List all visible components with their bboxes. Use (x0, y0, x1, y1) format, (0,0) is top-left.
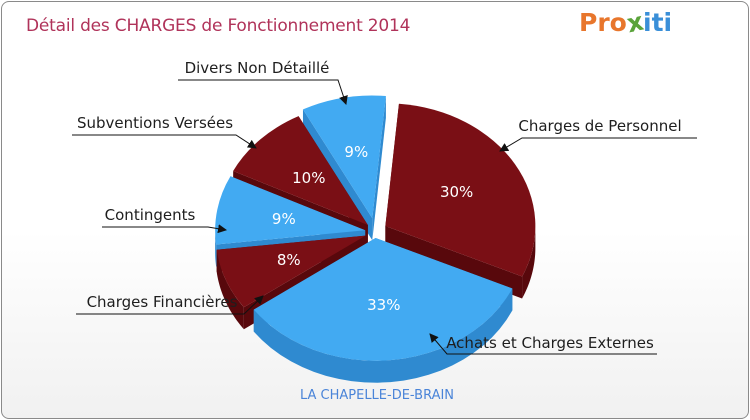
slice-top (302, 95, 386, 219)
callout-line (102, 224, 227, 234)
slice-side (216, 249, 244, 330)
slice-top (253, 237, 513, 361)
logo-letter: t (651, 8, 664, 37)
slice-percent-label: 9% (344, 143, 368, 161)
commune-name: LA CHAPELLE-DE-BRAIN (299, 388, 455, 403)
category-label: Contingents (105, 206, 196, 224)
callout-line (72, 134, 257, 149)
callout-line (499, 137, 697, 152)
slice-top (216, 235, 366, 308)
category-label: Charges de Personnel (518, 117, 681, 135)
slice-top (233, 116, 368, 226)
slice-side (522, 225, 536, 299)
category-label: Charges Financières (87, 293, 238, 311)
slice-top (385, 103, 536, 277)
slice-percent-label: 8% (277, 251, 301, 269)
callout-line (178, 79, 348, 105)
slice-wall (372, 96, 386, 241)
category-label: Subventions Versées (77, 114, 233, 132)
logo-letter: i (643, 8, 652, 37)
slice-top (215, 176, 366, 245)
category-label: Achats et Charges Externes (446, 334, 654, 352)
slice-percent-label: 10% (292, 169, 325, 187)
slice-percent-label: 9% (272, 210, 296, 228)
logo-letter: r (597, 8, 610, 37)
slice-side (215, 230, 217, 267)
callout-line (76, 295, 264, 315)
category-label: Divers Non Détaillé (185, 59, 330, 77)
chart-title: Détail des CHARGES de Fonctionnement 201… (26, 16, 411, 36)
logo-letter: i (663, 8, 673, 37)
pie-slice-achats-et-charges-externes (253, 237, 513, 383)
callout-line (429, 333, 657, 355)
slice-percent-label: 33% (367, 296, 400, 314)
proxiti-logo: Proxiti (579, 7, 673, 39)
logo-letter: o (609, 8, 627, 37)
slice-side (253, 288, 513, 383)
logo-letter: P (579, 8, 598, 37)
slice-percent-label: 30% (440, 183, 473, 201)
